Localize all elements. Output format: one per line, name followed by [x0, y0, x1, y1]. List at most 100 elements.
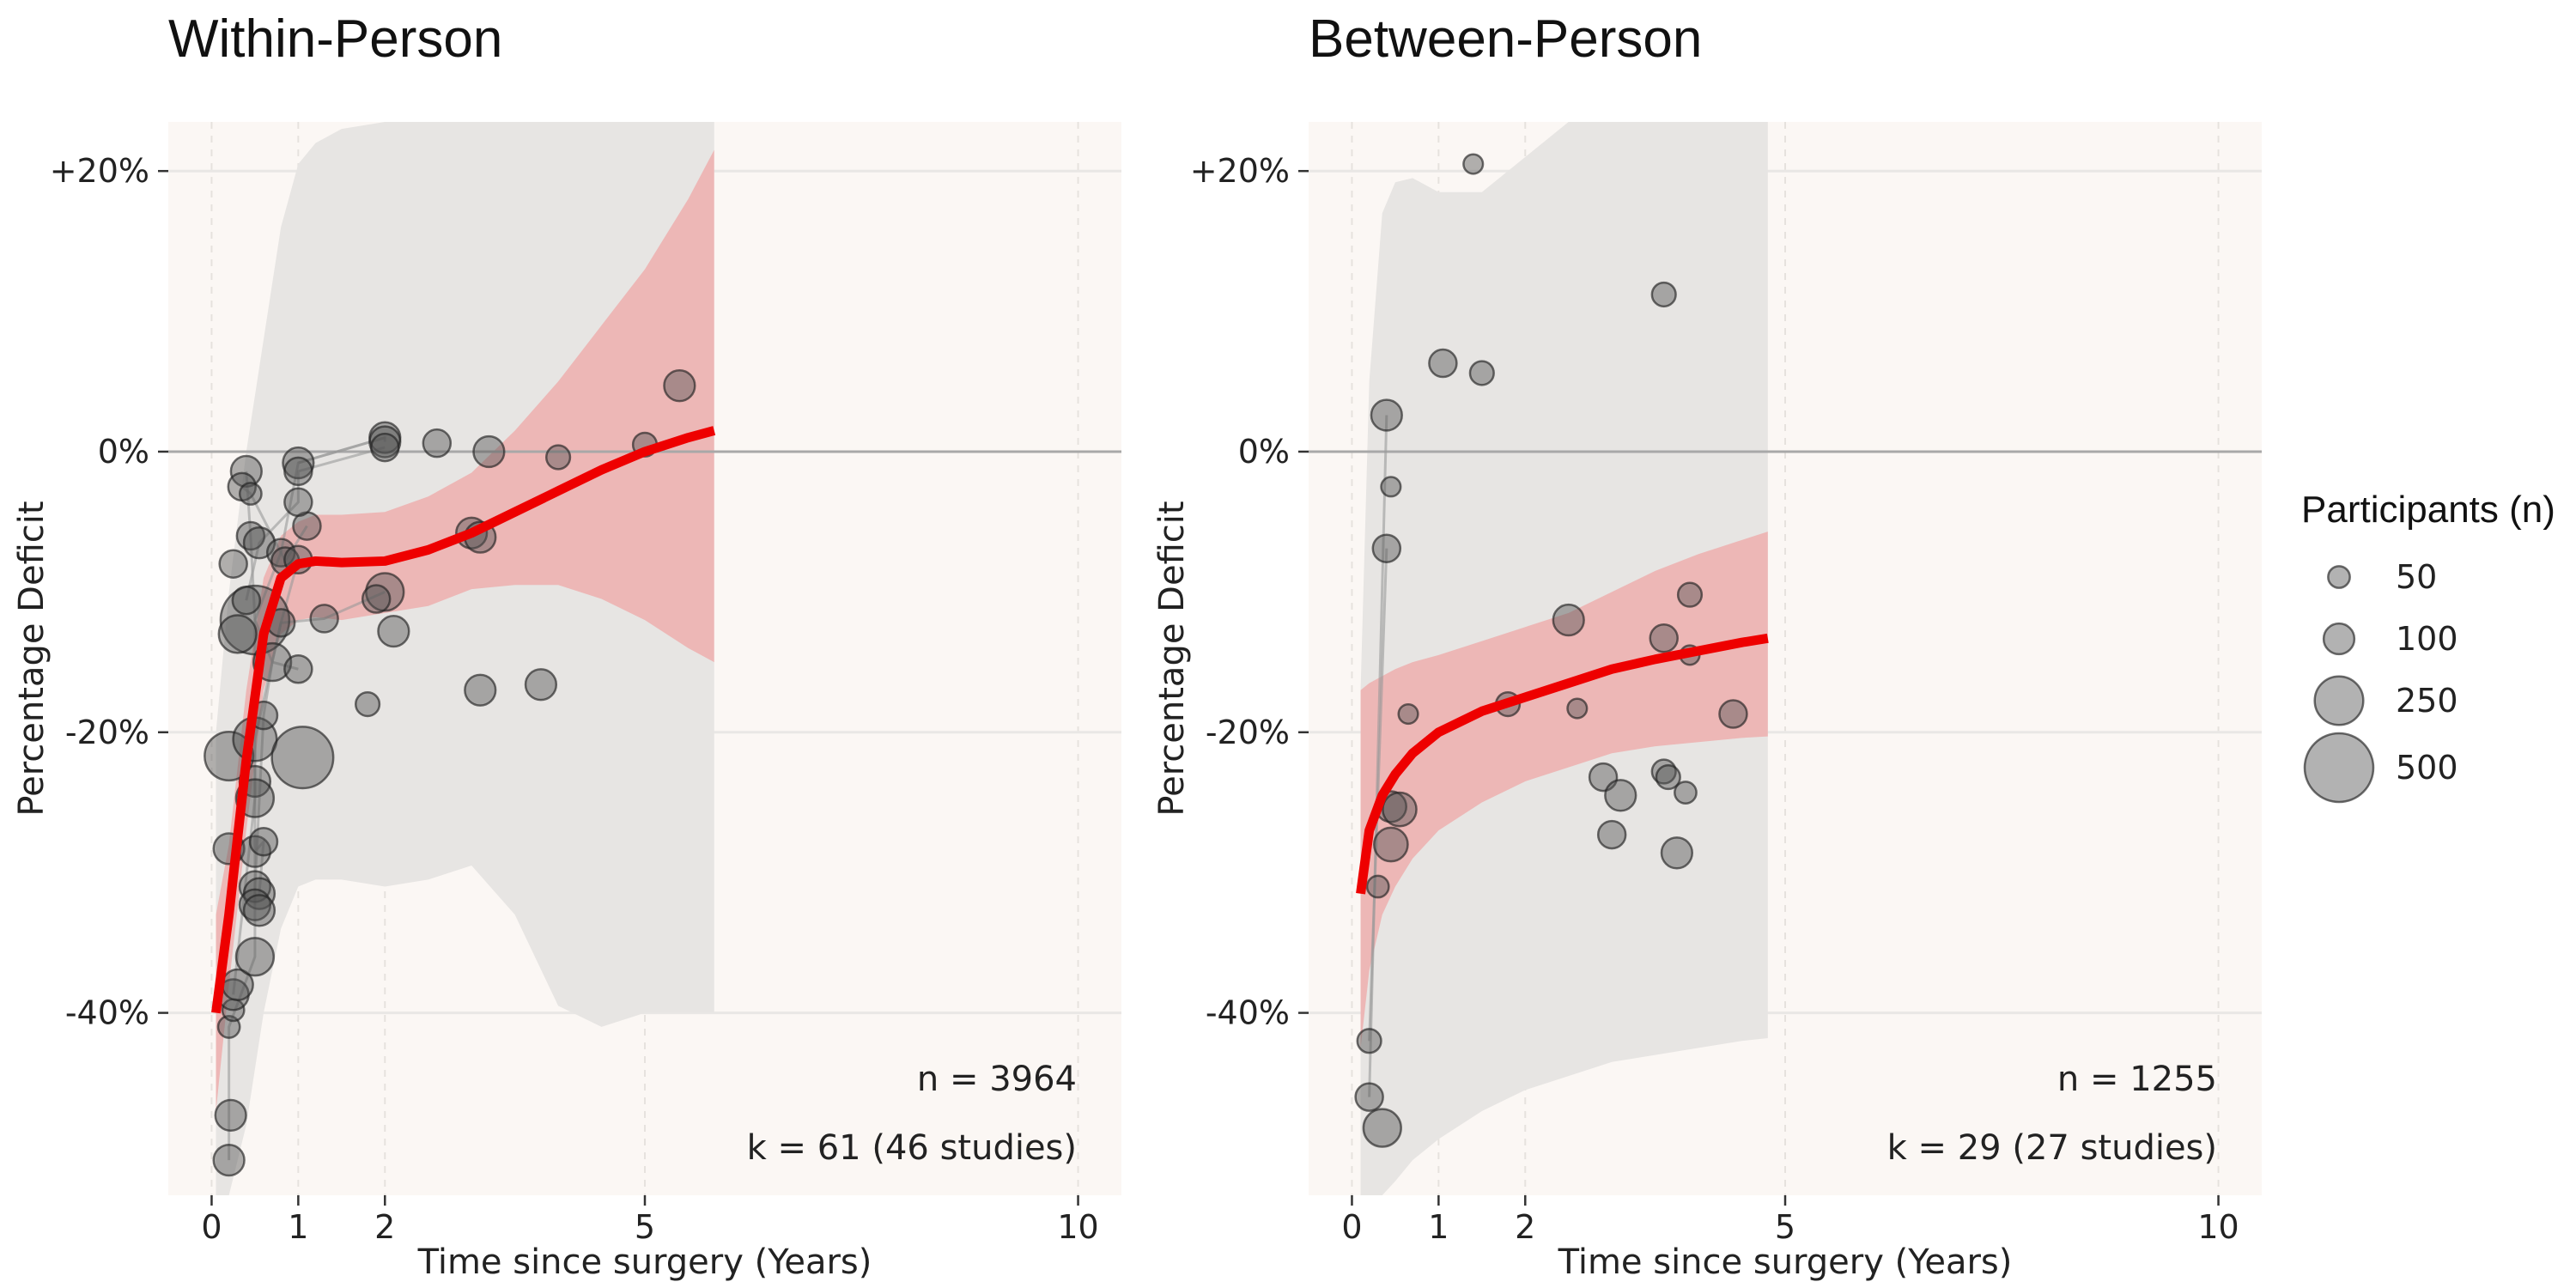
n-annotation: n = 1255 — [2057, 1060, 2217, 1099]
y-tick-label: -20% — [1206, 714, 1290, 751]
data-point — [361, 584, 392, 614]
fit-line — [1356, 633, 1769, 895]
y-tick-label: -40% — [1206, 994, 1290, 1032]
data-point — [422, 428, 453, 459]
data-point — [283, 487, 313, 518]
x-tick-label: 10 — [2197, 1208, 2239, 1246]
data-point — [238, 482, 263, 506]
y-axis-label: Percentage Deficit — [12, 501, 52, 816]
data-point — [368, 425, 402, 459]
data-point — [309, 604, 339, 634]
data-point — [270, 726, 335, 790]
data-point — [1356, 1028, 1382, 1054]
x-axis-ticks: 0 1 2 5 10 — [201, 1195, 1099, 1246]
x-axis-label: Time since surgery (Years) — [1558, 1242, 2013, 1282]
study-connection-line — [245, 446, 386, 601]
data-point — [1365, 874, 1390, 899]
data-point — [377, 614, 410, 648]
x-tick-label: 0 — [1341, 1208, 1362, 1246]
data-point — [663, 369, 696, 403]
x-tick-label: 1 — [288, 1208, 308, 1246]
legend-size-label: 500 — [2396, 749, 2458, 787]
data-point — [234, 937, 276, 977]
data-point — [1655, 763, 1681, 791]
data-point — [283, 654, 313, 684]
y-tick-label: 0% — [98, 433, 149, 471]
legend-size-marker — [2313, 675, 2365, 726]
study-connection-line — [253, 837, 265, 894]
legend-size-marker — [2303, 732, 2375, 804]
study-connection-line — [245, 471, 299, 671]
data-point — [218, 549, 248, 579]
data-point — [1718, 699, 1748, 729]
size-legend: Participants (n) 50 100 250 500 — [2301, 489, 2555, 804]
data-point — [544, 444, 572, 471]
data-point — [1604, 779, 1637, 812]
y-axis-ticks: +20% 0% -20% -40% — [1190, 152, 1309, 1032]
y-axis-ticks: +20% 0% -20% -40% — [50, 152, 168, 1032]
data-point — [1371, 533, 1402, 563]
data-point — [1428, 348, 1458, 379]
data-point — [1552, 603, 1585, 637]
data-point — [1676, 581, 1704, 608]
panel-title: Between-Person — [1309, 9, 1702, 69]
data-point — [1382, 791, 1418, 828]
legend-size-marker — [2322, 622, 2356, 656]
data-point — [1362, 1108, 1402, 1148]
legend-size-label: 50 — [2396, 558, 2437, 596]
data-point — [1660, 836, 1694, 870]
data-point — [238, 888, 272, 921]
data-point — [231, 585, 262, 616]
y-axis-label: Percentage Deficit — [1152, 501, 1192, 816]
data-point — [1650, 281, 1677, 308]
data-point — [212, 1144, 246, 1177]
within-person-panel: +20% 0% -20% -40% 0 1 2 5 10 Within-Person Time… — [12, 9, 1121, 1282]
study-connection-line — [240, 485, 308, 564]
panel-title: Within-Person — [168, 9, 502, 69]
k-annotation: k = 29 (27 studies) — [1887, 1128, 2217, 1168]
k-annotation: k = 61 (46 studies) — [747, 1128, 1077, 1168]
legend-entries: 50 100 250 500 — [2303, 558, 2458, 804]
x-tick-label: 1 — [1428, 1208, 1449, 1246]
legend-size-marker — [2327, 565, 2351, 589]
n-annotation: n = 3964 — [917, 1060, 1077, 1099]
data-point — [1468, 360, 1495, 386]
y-tick-label: -40% — [65, 994, 149, 1032]
x-tick-label: 10 — [1057, 1208, 1098, 1246]
data-point — [370, 432, 400, 463]
data-point — [1397, 702, 1419, 726]
data-point — [1674, 781, 1698, 805]
x-tick-label: 5 — [635, 1208, 655, 1246]
x-axis-ticks: 0 1 2 5 10 — [1341, 1195, 2239, 1246]
data-point — [248, 826, 279, 857]
y-tick-label: 0% — [1238, 433, 1290, 471]
data-point — [214, 1098, 247, 1133]
data-point — [265, 538, 296, 568]
data-point — [242, 894, 276, 927]
data-point — [1649, 623, 1679, 653]
x-tick-label: 2 — [374, 1208, 395, 1246]
data-point — [1354, 1082, 1384, 1112]
data-point — [217, 614, 258, 654]
data-points — [1354, 153, 1748, 1148]
data-point — [1373, 826, 1409, 863]
data-point — [464, 673, 497, 707]
data-point — [1370, 398, 1403, 432]
x-tick-label: 2 — [1515, 1208, 1535, 1246]
legend-title: Participants (n) — [2301, 489, 2555, 531]
between-person-panel: +20% 0% -20% -40% 0 1 2 5 10 Between-Person Tim… — [1152, 9, 2262, 1282]
data-point — [1596, 819, 1627, 850]
data-point — [1566, 697, 1589, 720]
y-tick-label: +20% — [50, 152, 149, 190]
data-point — [472, 434, 506, 469]
data-point — [1380, 476, 1402, 498]
y-tick-label: +20% — [1190, 152, 1290, 190]
data-point — [282, 446, 315, 480]
data-point — [354, 690, 381, 718]
data-point — [524, 668, 558, 702]
legend-size-label: 100 — [2396, 620, 2458, 658]
x-axis-label: Time since surgery (Years) — [417, 1242, 872, 1282]
legend-size-label: 250 — [2396, 682, 2458, 720]
data-point — [283, 456, 313, 487]
